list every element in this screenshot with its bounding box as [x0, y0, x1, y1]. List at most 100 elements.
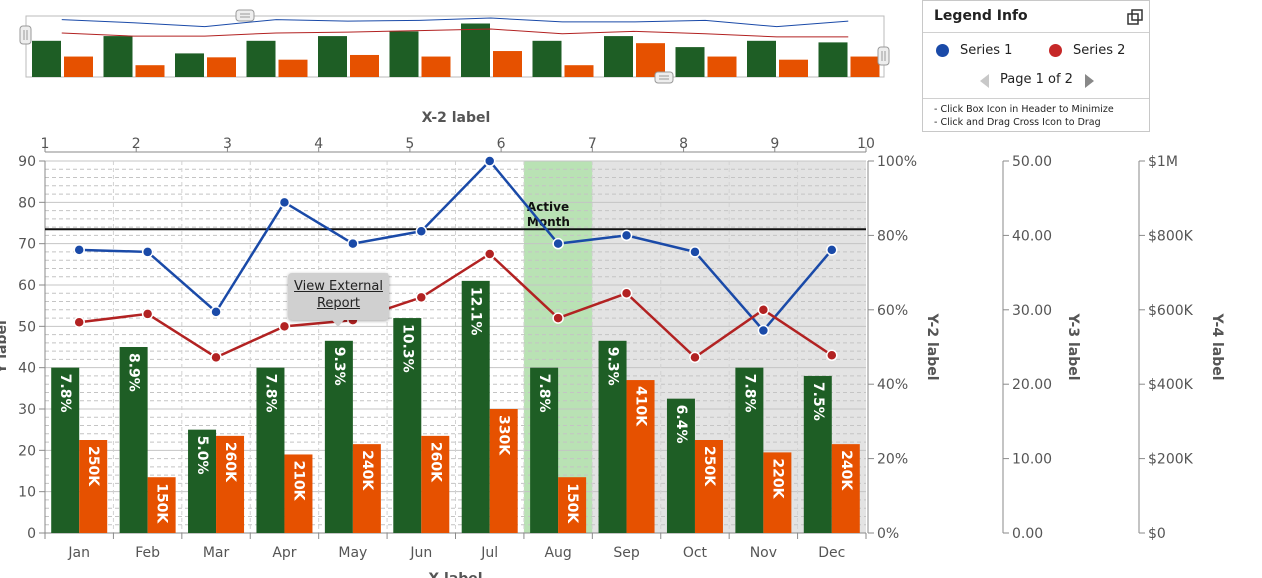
- x-tick-label: Aug: [544, 545, 571, 561]
- bar-green: [803, 375, 832, 533]
- series-2-point: [73, 316, 85, 328]
- legend-item-series-2[interactable]: Series 2: [1049, 43, 1125, 58]
- series-1-point: [210, 306, 222, 318]
- legend-pager: Page 1 of 2: [923, 72, 1149, 90]
- bar-data-label: 10.3%: [399, 324, 415, 373]
- bar-data-label: 240K: [838, 450, 854, 491]
- series-1-marker-icon: [936, 44, 949, 57]
- y2-tick-label: 60%: [877, 303, 908, 319]
- bar-green: [735, 367, 764, 533]
- navigator-bar-green: [461, 23, 490, 77]
- x2-tick-label: 4: [314, 136, 323, 152]
- y-tick-label: 90: [18, 154, 36, 170]
- y-tick-label: 60: [18, 278, 36, 294]
- active-month-label: Active: [527, 200, 569, 214]
- bar-data-label: 260K: [222, 442, 238, 483]
- y-tick-label: 30: [18, 402, 36, 418]
- x2-tick-label: 6: [497, 136, 506, 152]
- view-external-report-link[interactable]: View External Report: [288, 278, 389, 312]
- bar-green: [256, 367, 285, 533]
- y-tick-label: 10: [18, 485, 36, 501]
- navigator-bar-orange: [779, 59, 808, 77]
- navigator-bar-green: [318, 36, 347, 77]
- series-1-point: [620, 229, 633, 242]
- bar-green: [598, 340, 627, 533]
- series-2-point: [415, 291, 428, 304]
- navigator-bar-orange: [564, 65, 594, 77]
- series-2-point: [278, 320, 291, 333]
- y4-tick-label: $800K: [1148, 228, 1194, 244]
- y-tick-label: 20: [18, 443, 36, 459]
- legend-note-minimize: - Click Box Icon in Header to Minimize: [934, 104, 1114, 115]
- series-2-point: [552, 312, 564, 324]
- x2-tick-label: 1: [41, 136, 50, 152]
- bar-data-label: 12.1%: [468, 287, 484, 336]
- bar-green: [393, 318, 422, 533]
- y2-tick-label: 100%: [877, 154, 917, 170]
- legend-header: Legend Info: [923, 1, 1149, 33]
- y4-tick-label: $0: [1148, 526, 1166, 542]
- next-page-arrow-icon[interactable]: [1085, 74, 1094, 88]
- navigator-top-handle[interactable]: [235, 9, 255, 22]
- bar-orange: [558, 477, 587, 533]
- navigator-right-handle[interactable]: [877, 46, 890, 66]
- y4-tick-label: $1M: [1148, 154, 1178, 170]
- bar-data-label: 220K: [769, 458, 785, 499]
- x-tick-label: Sep: [613, 545, 640, 561]
- y4-axis-title: Y-4 label: [1209, 312, 1225, 380]
- legend-item-series-1[interactable]: Series 1: [936, 43, 1012, 58]
- bar-data-label: 8.9%: [126, 353, 142, 392]
- navigator-bar-green: [103, 36, 133, 77]
- navigator-bar-green: [389, 31, 419, 77]
- x-axis-title: X label: [428, 571, 482, 578]
- series-1-point: [415, 225, 428, 238]
- y3-tick-label: 40.00: [1012, 228, 1052, 244]
- x2-tick-label: 3: [223, 136, 232, 152]
- bar-orange: [79, 440, 108, 533]
- bar-data-label: 250K: [701, 446, 717, 487]
- bar-data-label: 7.8%: [741, 374, 757, 413]
- series-2-point: [620, 287, 633, 300]
- x-tick-label: Oct: [683, 545, 708, 561]
- view-external-report-tooltip[interactable]: View External Report: [288, 273, 389, 327]
- series-1-point: [757, 324, 770, 337]
- tooltip-line-1: View External: [294, 279, 383, 294]
- x2-tick-label: 2: [132, 136, 141, 152]
- bar-data-label: 260K: [427, 442, 443, 483]
- navigator-bottom-handle[interactable]: [654, 71, 674, 84]
- navigator-series-1-line: [61, 17, 849, 28]
- x2-tick-label: 8: [679, 136, 688, 152]
- navigator-bar-orange: [707, 56, 737, 77]
- bar-green: [324, 340, 353, 533]
- x2-axis-title: X-2 label: [422, 110, 491, 126]
- navigator-frame: [25, 15, 885, 78]
- bar-data-label: 5.0%: [194, 436, 210, 475]
- bar-data-label: 6.4%: [673, 405, 689, 444]
- navigator-bar-green: [675, 47, 705, 77]
- bar-data-label: 250K: [85, 446, 101, 487]
- x-tick-label: Jan: [67, 545, 90, 561]
- series-1-point: [278, 196, 291, 209]
- y-tick-label: 0: [27, 526, 36, 542]
- series-1-line: [79, 159, 833, 333]
- bar-data-label: 410K: [633, 386, 649, 427]
- series-1-point: [73, 244, 85, 256]
- legend-series-1-label: Series 1: [960, 43, 1013, 58]
- bar-orange: [216, 435, 245, 533]
- series-2-line: [79, 252, 833, 359]
- bar-data-label: 7.8%: [262, 374, 278, 413]
- series-2-marker-icon: [1049, 44, 1062, 57]
- legend-series-2-label: Series 2: [1073, 43, 1126, 58]
- bar-data-label: 7.8%: [57, 374, 73, 413]
- y3-tick-label: 20.00: [1012, 377, 1052, 393]
- x-tick-label: Nov: [750, 545, 777, 561]
- x-tick-label: Jun: [409, 545, 432, 561]
- prev-page-arrow-icon[interactable]: [980, 74, 989, 88]
- legend-items: Series 1 Series 2: [923, 43, 1149, 61]
- minimize-box-icon[interactable]: [1127, 9, 1143, 25]
- y-tick-label: 40: [18, 361, 36, 377]
- legend-panel[interactable]: Legend Info Series 1 Series 2 Page 1 of …: [922, 0, 1150, 132]
- navigator-left-handle[interactable]: [19, 25, 32, 45]
- y3-axis-title: Y-3 label: [1065, 312, 1081, 380]
